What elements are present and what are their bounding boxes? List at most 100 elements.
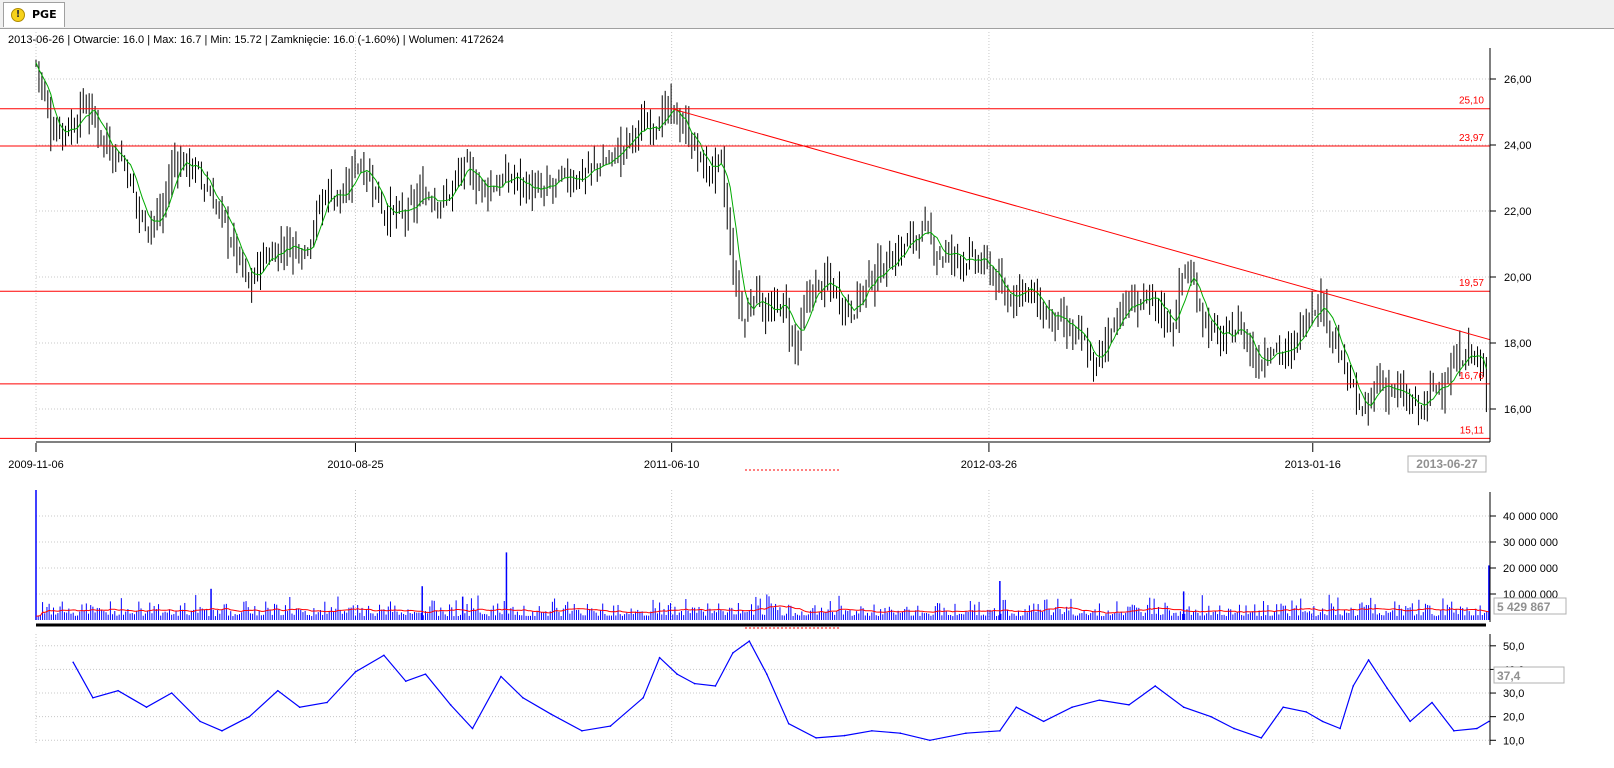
oscillator-point <box>1367 659 1370 661</box>
oscillator-point <box>1476 727 1478 730</box>
oscillator-point <box>642 696 645 699</box>
oscillator-point <box>1098 699 1101 701</box>
level-label: 15,11 <box>1460 425 1485 436</box>
moving-average-line <box>35 62 1487 407</box>
oscillator-point <box>1282 706 1285 709</box>
oscillator-axis-label: 10,0 <box>1503 735 1524 747</box>
volume-value-label: 5 429 867 <box>1497 600 1551 614</box>
x-tick-label: 2009-11-06 <box>8 459 63 471</box>
oscillator-point <box>1305 711 1307 713</box>
trend-line <box>671 108 1491 341</box>
level-label: 19,57 <box>1459 278 1484 289</box>
support-resistance-levels: 25,10 23,97 19,57 16,76 15,11 <box>0 96 1491 439</box>
oscillator-point <box>276 689 279 692</box>
oscillator-point <box>326 701 328 704</box>
candlestick-series <box>35 59 1487 426</box>
oscillator-point <box>714 685 717 687</box>
oscillator-point <box>843 734 846 737</box>
oscillator-value-box <box>1493 666 1565 684</box>
oscillator-axis-label: 50,0 <box>1503 641 1524 653</box>
x-tick-label: 2010-08-25 <box>327 459 383 471</box>
oscillator-point <box>1154 685 1157 687</box>
oscillator-point <box>748 640 751 642</box>
oscillator-point <box>1260 737 1263 739</box>
price-axis-label: 22,00 <box>1504 206 1532 218</box>
oscillator-point <box>815 737 817 739</box>
oscillator-point <box>581 730 583 732</box>
chart-area[interactable]: 25,10 23,97 19,57 16,76 15,11 2009-11-06 2010… <box>0 29 1614 768</box>
oscillator-axis-label: 30,0 <box>1503 688 1524 700</box>
price-axis-label: 16,00 <box>1504 404 1532 416</box>
oscillator-point <box>1431 701 1433 704</box>
price-axis-label: 24,00 <box>1504 140 1532 152</box>
oscillator-point <box>766 673 768 675</box>
oscillator-point <box>248 715 251 718</box>
ohlc-info-line: 2013-06-26 | Otwarcie: 16.0 | Max: 16.7 … <box>8 34 504 46</box>
oscillator-point <box>999 730 1001 732</box>
oscillator-point <box>658 656 661 659</box>
oscillator-point <box>693 682 696 685</box>
oscillator-point <box>221 730 223 732</box>
volume-axis-label: 40 000 000 <box>1503 511 1558 523</box>
volume-value-box <box>1493 597 1567 615</box>
oscillator-point <box>871 730 873 732</box>
price-axis-label: 20,00 <box>1504 272 1532 284</box>
oscillator-value-label: 37,4 <box>1497 669 1521 683</box>
price-axis-label: 18,00 <box>1504 338 1532 350</box>
oscillator-point <box>1071 706 1073 709</box>
volume-series <box>35 490 1490 620</box>
price-axis-label: 26,00 <box>1504 74 1532 86</box>
oscillator-point <box>1042 720 1045 723</box>
oscillator-point <box>72 661 74 664</box>
oscillator-point <box>550 713 553 716</box>
oscillator-point <box>145 706 148 709</box>
x-tick-label: 2012-03-26 <box>961 459 1017 471</box>
oscillator-point <box>1182 706 1185 709</box>
oscillator-point <box>199 720 201 723</box>
level-label: 16,76 <box>1459 371 1484 382</box>
oscillator-point <box>609 725 612 727</box>
oscillator-point <box>676 673 678 675</box>
oscillator-point <box>170 692 173 694</box>
oscillator-point <box>899 732 902 734</box>
oscillator-point <box>1210 715 1212 718</box>
volume-average-line <box>35 605 1489 617</box>
x-tick-label: 2011-06-10 <box>644 459 699 471</box>
oscillator-point <box>732 652 734 654</box>
oscillator-point <box>1128 704 1130 706</box>
warning-icon: ! <box>11 8 25 22</box>
tab-pge[interactable]: ! PGE <box>3 2 65 27</box>
oscillator-point <box>1015 706 1018 709</box>
oscillator-point <box>929 739 931 742</box>
oscillator-point <box>1352 685 1355 687</box>
oscillator-axis-label: 20,0 <box>1503 712 1524 724</box>
oscillator-point <box>449 704 452 706</box>
oscillator-series <box>72 640 1490 742</box>
volume-axis-label: 30 000 000 <box>1503 537 1558 549</box>
level-label: 23,97 <box>1459 133 1484 144</box>
tab-label: PGE <box>32 8 57 21</box>
level-label: 25,10 <box>1459 96 1484 107</box>
oscillator-point <box>522 696 524 699</box>
oscillator-point <box>354 670 357 673</box>
oscillator-point <box>965 732 967 734</box>
tab-bar: ! PGE <box>0 0 1614 29</box>
oscillator-point <box>117 689 119 692</box>
oscillator-point <box>298 706 301 709</box>
oscillator-point <box>500 675 502 678</box>
axes: 2009-11-06 2010-08-25 2011-06-10 2012-03-26… <box>8 48 1567 747</box>
oscillator-line <box>72 640 1490 741</box>
oscillator-point <box>92 696 94 699</box>
current-date-box <box>1407 455 1487 473</box>
oscillator-point <box>1409 720 1411 723</box>
price-grid <box>35 32 1490 745</box>
volume-axis-label: 20 000 000 <box>1503 563 1558 575</box>
oscillator-point <box>383 654 385 657</box>
oscillator-point <box>787 722 790 725</box>
oscillator-point <box>1339 727 1341 730</box>
oscillator-point <box>424 673 427 675</box>
oscillator-point <box>1453 730 1455 732</box>
oscillator-point <box>1386 687 1388 690</box>
oscillator-grid <box>36 645 1490 741</box>
oscillator-point <box>404 680 407 683</box>
